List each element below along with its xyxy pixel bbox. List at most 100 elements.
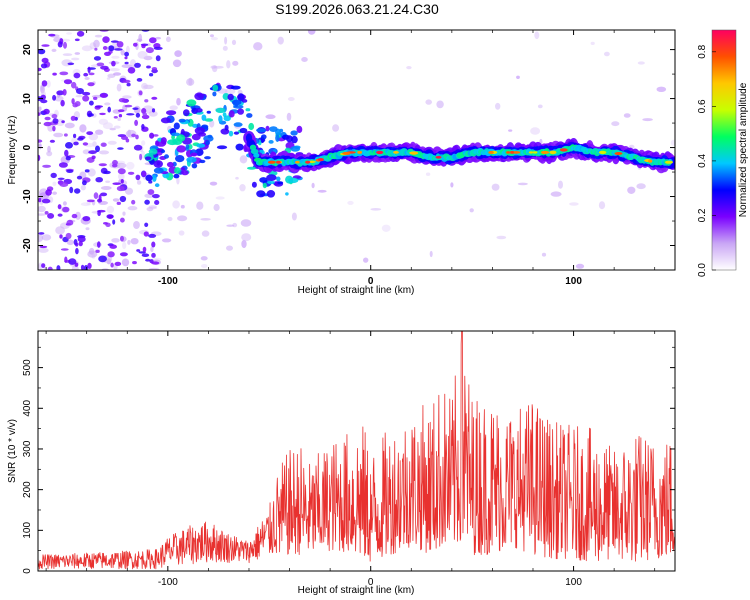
spectral-cell	[50, 172, 57, 179]
spectrogram-y-tick-label: 10	[22, 93, 33, 105]
spectral-cell	[239, 155, 248, 164]
spectral-cell	[196, 201, 204, 210]
spectral-cell	[113, 125, 121, 129]
spectral-cell	[124, 56, 128, 60]
spectral-cell	[84, 77, 90, 80]
spectral-cell	[110, 40, 119, 43]
spectral-cell	[235, 176, 239, 180]
spectral-cell	[241, 233, 252, 242]
spectral-cell	[47, 266, 53, 270]
spectral-cell	[637, 61, 645, 65]
spectral-cell	[190, 152, 198, 157]
spectral-cell	[210, 34, 214, 38]
spectral-cell	[75, 95, 84, 98]
colorbar-label: Normalized spectral amplitude	[738, 82, 749, 217]
spectrogram-y-tick-label: -10	[22, 189, 33, 204]
spectral-cell	[199, 159, 206, 164]
spectral-cell	[82, 142, 89, 146]
spectral-cell	[93, 96, 98, 100]
spectral-cell	[598, 201, 606, 210]
snr-y-tick-label: 400	[22, 400, 33, 417]
spectral-cell	[614, 152, 623, 155]
spectral-cell	[84, 169, 90, 173]
spectral-cell	[291, 212, 297, 221]
spectral-cell	[234, 99, 239, 108]
spectral-cell	[516, 75, 520, 80]
spectral-cell	[528, 151, 534, 154]
spectral-cell	[267, 180, 275, 185]
spectral-cell	[149, 132, 155, 139]
spectral-cell	[256, 190, 266, 198]
spectral-cell	[60, 248, 69, 251]
spectral-cell	[119, 195, 127, 203]
spectral-cell	[185, 144, 190, 149]
spectral-cell	[295, 160, 300, 164]
spectral-cell	[74, 101, 81, 107]
spectral-cell	[73, 133, 77, 139]
spectral-cell	[206, 110, 211, 114]
spectral-cell	[75, 242, 79, 247]
spectrogram-heatmap	[38, 30, 675, 270]
spectral-cell	[100, 192, 108, 197]
spectrogram-x-ticks: -100 0 100	[45, 30, 656, 287]
spectral-cell	[425, 99, 433, 105]
spectral-cell	[38, 234, 44, 242]
spectral-cell	[100, 65, 109, 70]
spectral-cell	[342, 151, 351, 155]
spectral-cell	[56, 90, 65, 96]
spectral-cell	[117, 147, 124, 150]
spectral-cell	[57, 41, 63, 48]
spectral-cell	[87, 250, 98, 258]
spectral-cell	[172, 59, 182, 68]
spectral-cell	[270, 161, 276, 164]
spectral-cell	[247, 166, 257, 170]
spectral-cell	[38, 154, 41, 162]
colorbar-tick-label: 0.2	[697, 208, 708, 222]
spectral-cell	[74, 38, 80, 42]
spectral-cell	[77, 236, 86, 243]
spectral-cell	[52, 181, 57, 186]
spectrogram-y-axis-label: Frequency (Hz)	[7, 116, 18, 185]
spectral-cell	[38, 48, 46, 55]
spectral-cell	[491, 183, 500, 191]
spectral-cell	[113, 72, 122, 76]
spectral-cell	[71, 81, 77, 89]
spectral-cell	[111, 55, 120, 59]
spectral-cell	[406, 66, 412, 70]
spectral-cell	[83, 265, 89, 270]
spectral-cell	[76, 175, 83, 180]
spectral-cell	[233, 122, 243, 127]
spectral-cell	[253, 152, 260, 158]
spectral-cell	[305, 160, 311, 164]
spectral-cell	[136, 249, 141, 252]
spectral-cell	[540, 150, 550, 154]
spectral-cell	[180, 167, 186, 171]
spectral-cell	[41, 234, 52, 241]
spectral-cell	[114, 48, 123, 51]
spectral-cell	[103, 222, 108, 225]
spectral-cell	[52, 125, 56, 132]
spectral-cell	[228, 130, 234, 137]
spectral-cell	[241, 239, 247, 249]
spectral-cell	[237, 93, 245, 102]
spectral-cell	[550, 191, 562, 197]
spectral-cell	[222, 45, 228, 51]
spectral-cell	[63, 79, 73, 85]
spectral-cell	[126, 113, 135, 116]
spectral-cell	[80, 202, 91, 207]
spectral-cell	[62, 53, 73, 56]
spectral-cell	[82, 180, 87, 186]
spectral-cell	[120, 179, 124, 184]
colorbar-tick-label: 0.6	[697, 99, 708, 113]
spectral-cell	[191, 133, 201, 141]
spectral-cell	[105, 180, 110, 183]
spectral-cell	[133, 42, 138, 47]
spectral-cell	[209, 119, 215, 128]
spectral-cell	[40, 63, 48, 69]
spectral-cell	[116, 201, 122, 205]
spectral-cell	[144, 222, 149, 227]
spectral-cell	[363, 257, 369, 263]
spectral-cell	[38, 143, 42, 150]
spectral-cell	[43, 108, 50, 115]
spectral-cell	[80, 264, 85, 270]
